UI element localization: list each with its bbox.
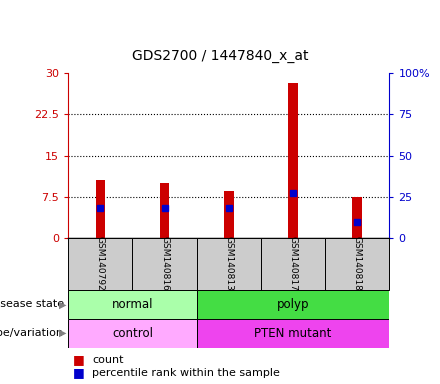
Bar [197, 319, 389, 348]
Bar [325, 238, 389, 290]
Text: percentile rank within the sample: percentile rank within the sample [92, 368, 280, 378]
Text: disease state: disease state [0, 299, 64, 310]
Bar [197, 290, 389, 319]
Bar [68, 238, 132, 290]
Bar [68, 319, 197, 348]
Text: GSM140817: GSM140817 [289, 235, 297, 290]
Bar [224, 191, 234, 238]
Bar [95, 180, 105, 238]
Text: PTEN mutant: PTEN mutant [254, 327, 332, 339]
Text: normal: normal [112, 298, 153, 311]
Bar [132, 238, 197, 290]
Text: ■: ■ [73, 353, 84, 366]
Text: ▶: ▶ [59, 328, 66, 338]
Bar [197, 238, 261, 290]
Text: GSM140792: GSM140792 [96, 236, 105, 290]
Text: genotype/variation: genotype/variation [0, 328, 64, 338]
Text: GSM140818: GSM140818 [353, 235, 362, 290]
Bar [288, 83, 298, 238]
Bar [160, 183, 169, 238]
Bar [261, 238, 325, 290]
Bar [68, 290, 197, 319]
Text: polyp: polyp [277, 298, 309, 311]
Text: count: count [92, 355, 124, 365]
Text: GSM140813: GSM140813 [224, 235, 233, 290]
Bar [352, 197, 362, 238]
Text: GSM140816: GSM140816 [160, 235, 169, 290]
Text: ■: ■ [73, 366, 84, 379]
Text: control: control [112, 327, 153, 339]
Text: ▶: ▶ [59, 299, 66, 310]
Text: GDS2700 / 1447840_x_at: GDS2700 / 1447840_x_at [132, 50, 308, 63]
